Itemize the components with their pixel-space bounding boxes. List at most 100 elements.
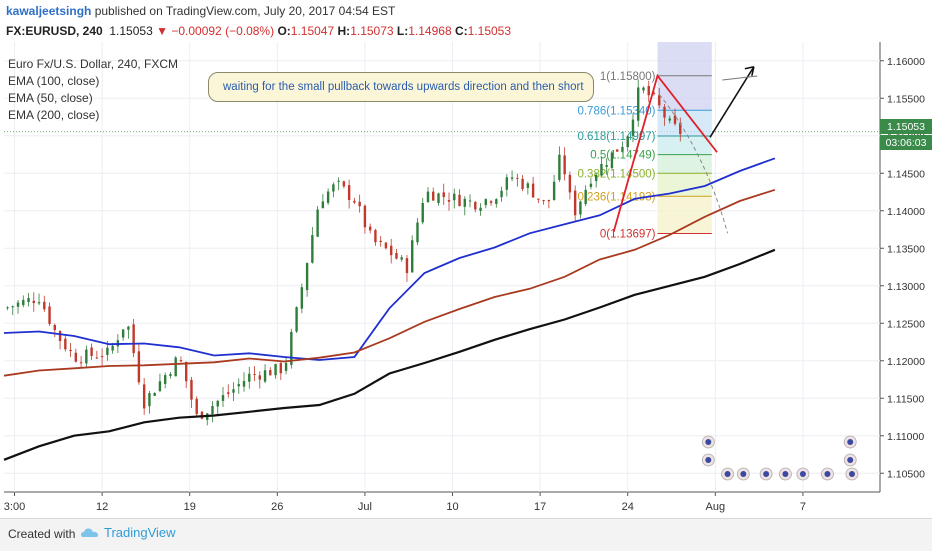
candle-body — [263, 370, 267, 382]
x-tick-label: 10 — [446, 501, 458, 513]
last-price: 1.15053 — [109, 24, 153, 38]
candle-body — [269, 370, 272, 376]
legend-ema-50[interactable]: EMA (50, close) — [8, 91, 93, 105]
candle-body — [652, 92, 656, 95]
event-flag-dot — [847, 439, 854, 445]
y-tick-label: 1.16000 — [887, 56, 925, 68]
candle-body — [642, 87, 645, 91]
candle-body — [510, 177, 514, 179]
candle-body — [379, 240, 382, 242]
tradingview-logo[interactable]: TradingView — [80, 525, 176, 540]
candle-body — [605, 165, 608, 167]
candle-body — [458, 194, 461, 206]
fib-level-label: 0.382(1.14500) — [577, 168, 655, 180]
event-flag-dot — [724, 471, 731, 477]
candle-body — [637, 87, 640, 121]
candle-body — [610, 152, 614, 169]
x-tick-label: 3:00 — [4, 501, 25, 513]
candle-body — [300, 287, 304, 309]
ema-50-line — [3, 157, 776, 361]
candle-body — [568, 174, 572, 193]
candle-body — [153, 392, 156, 396]
candle-body — [253, 374, 256, 376]
candle-body — [505, 177, 509, 190]
candle-body — [358, 201, 361, 207]
y-tick-label: 1.14500 — [887, 168, 925, 180]
fib-band-top — [657, 42, 712, 76]
open-label: O: — [277, 24, 291, 38]
candle-body — [279, 362, 283, 374]
candle-body — [495, 199, 498, 204]
indicator-legend: Euro Fx/U.S. Dollar, 240, FXCM EMA (100,… — [8, 56, 178, 124]
down-arrow-icon: ▼ — [156, 24, 168, 38]
x-tick-label: 12 — [96, 501, 108, 513]
candle-body — [558, 154, 561, 180]
candle-body — [663, 106, 666, 118]
candle-body — [53, 324, 57, 331]
candle-body — [526, 183, 530, 188]
candle-body — [442, 192, 445, 198]
candle-body — [594, 174, 598, 182]
candle-body — [290, 331, 293, 365]
legend-ema-200[interactable]: EMA (200, close) — [8, 108, 100, 122]
candle-body — [542, 200, 545, 202]
fib-level-label: 1(1.15800) — [600, 71, 656, 83]
candle-body — [190, 379, 193, 400]
y-tick-label: 1.11000 — [887, 431, 924, 443]
candle-body — [389, 245, 393, 256]
candle-body — [321, 201, 325, 209]
candle-body — [500, 190, 503, 198]
candle-body — [489, 201, 493, 203]
fib-level-label: 0.786(1.15340) — [577, 105, 655, 117]
close-value: 1.15053 — [467, 24, 512, 38]
y-tick-label: 1.13500 — [887, 243, 925, 255]
fib-band — [657, 135, 712, 155]
y-tick-label: 1.15500 — [887, 93, 925, 105]
tradingview-brand: TradingView — [104, 525, 176, 540]
candle-body — [179, 360, 183, 362]
candle-body — [547, 199, 551, 202]
candle-body — [227, 392, 230, 394]
legend-ema-100[interactable]: EMA (100, close) — [8, 74, 100, 88]
candle-body — [163, 375, 167, 384]
candle-body — [195, 398, 198, 415]
candle-body — [148, 393, 151, 407]
y-tick-label: 1.10500 — [887, 468, 925, 480]
candle-body — [85, 349, 88, 364]
candle-body — [248, 373, 251, 382]
legend-symbol[interactable]: Euro Fx/U.S. Dollar, 240, FXCM — [8, 57, 179, 71]
created-with-text: Created with — [8, 527, 76, 541]
candle-body — [516, 177, 519, 179]
candle-body — [474, 201, 477, 210]
candle-body — [242, 381, 246, 387]
candle-body — [468, 200, 472, 202]
candle-body — [447, 200, 451, 202]
fib-band — [657, 173, 712, 197]
candle-body — [363, 205, 367, 228]
candle-body — [421, 202, 424, 223]
candle-body — [16, 302, 20, 307]
symbol-label[interactable]: FX:EURUSD, 240 — [6, 24, 103, 38]
candle-body — [48, 306, 51, 324]
candle-body — [69, 349, 72, 352]
candle-body — [521, 178, 524, 190]
candle-body — [626, 136, 629, 148]
candle-body — [232, 389, 235, 393]
candle-body — [658, 95, 661, 106]
author-link[interactable]: kawaljeetsingh — [6, 4, 92, 18]
event-flag-dot — [847, 457, 854, 463]
candle-body — [332, 184, 335, 192]
candle-body — [79, 362, 83, 364]
event-flag-dot — [782, 471, 789, 477]
candle-body — [411, 240, 414, 273]
candle-body — [589, 183, 593, 187]
high-value: 1.15073 — [350, 24, 394, 38]
cloud-icon — [81, 527, 99, 537]
candle-body — [43, 301, 46, 310]
high-label: H: — [337, 24, 351, 38]
x-tick-label: Jul — [358, 501, 372, 513]
candle-body — [185, 361, 188, 382]
candle-body — [337, 180, 340, 182]
candle-body — [573, 190, 577, 216]
annotation-callout[interactable]: waiting for the small pullback towards u… — [208, 72, 594, 102]
